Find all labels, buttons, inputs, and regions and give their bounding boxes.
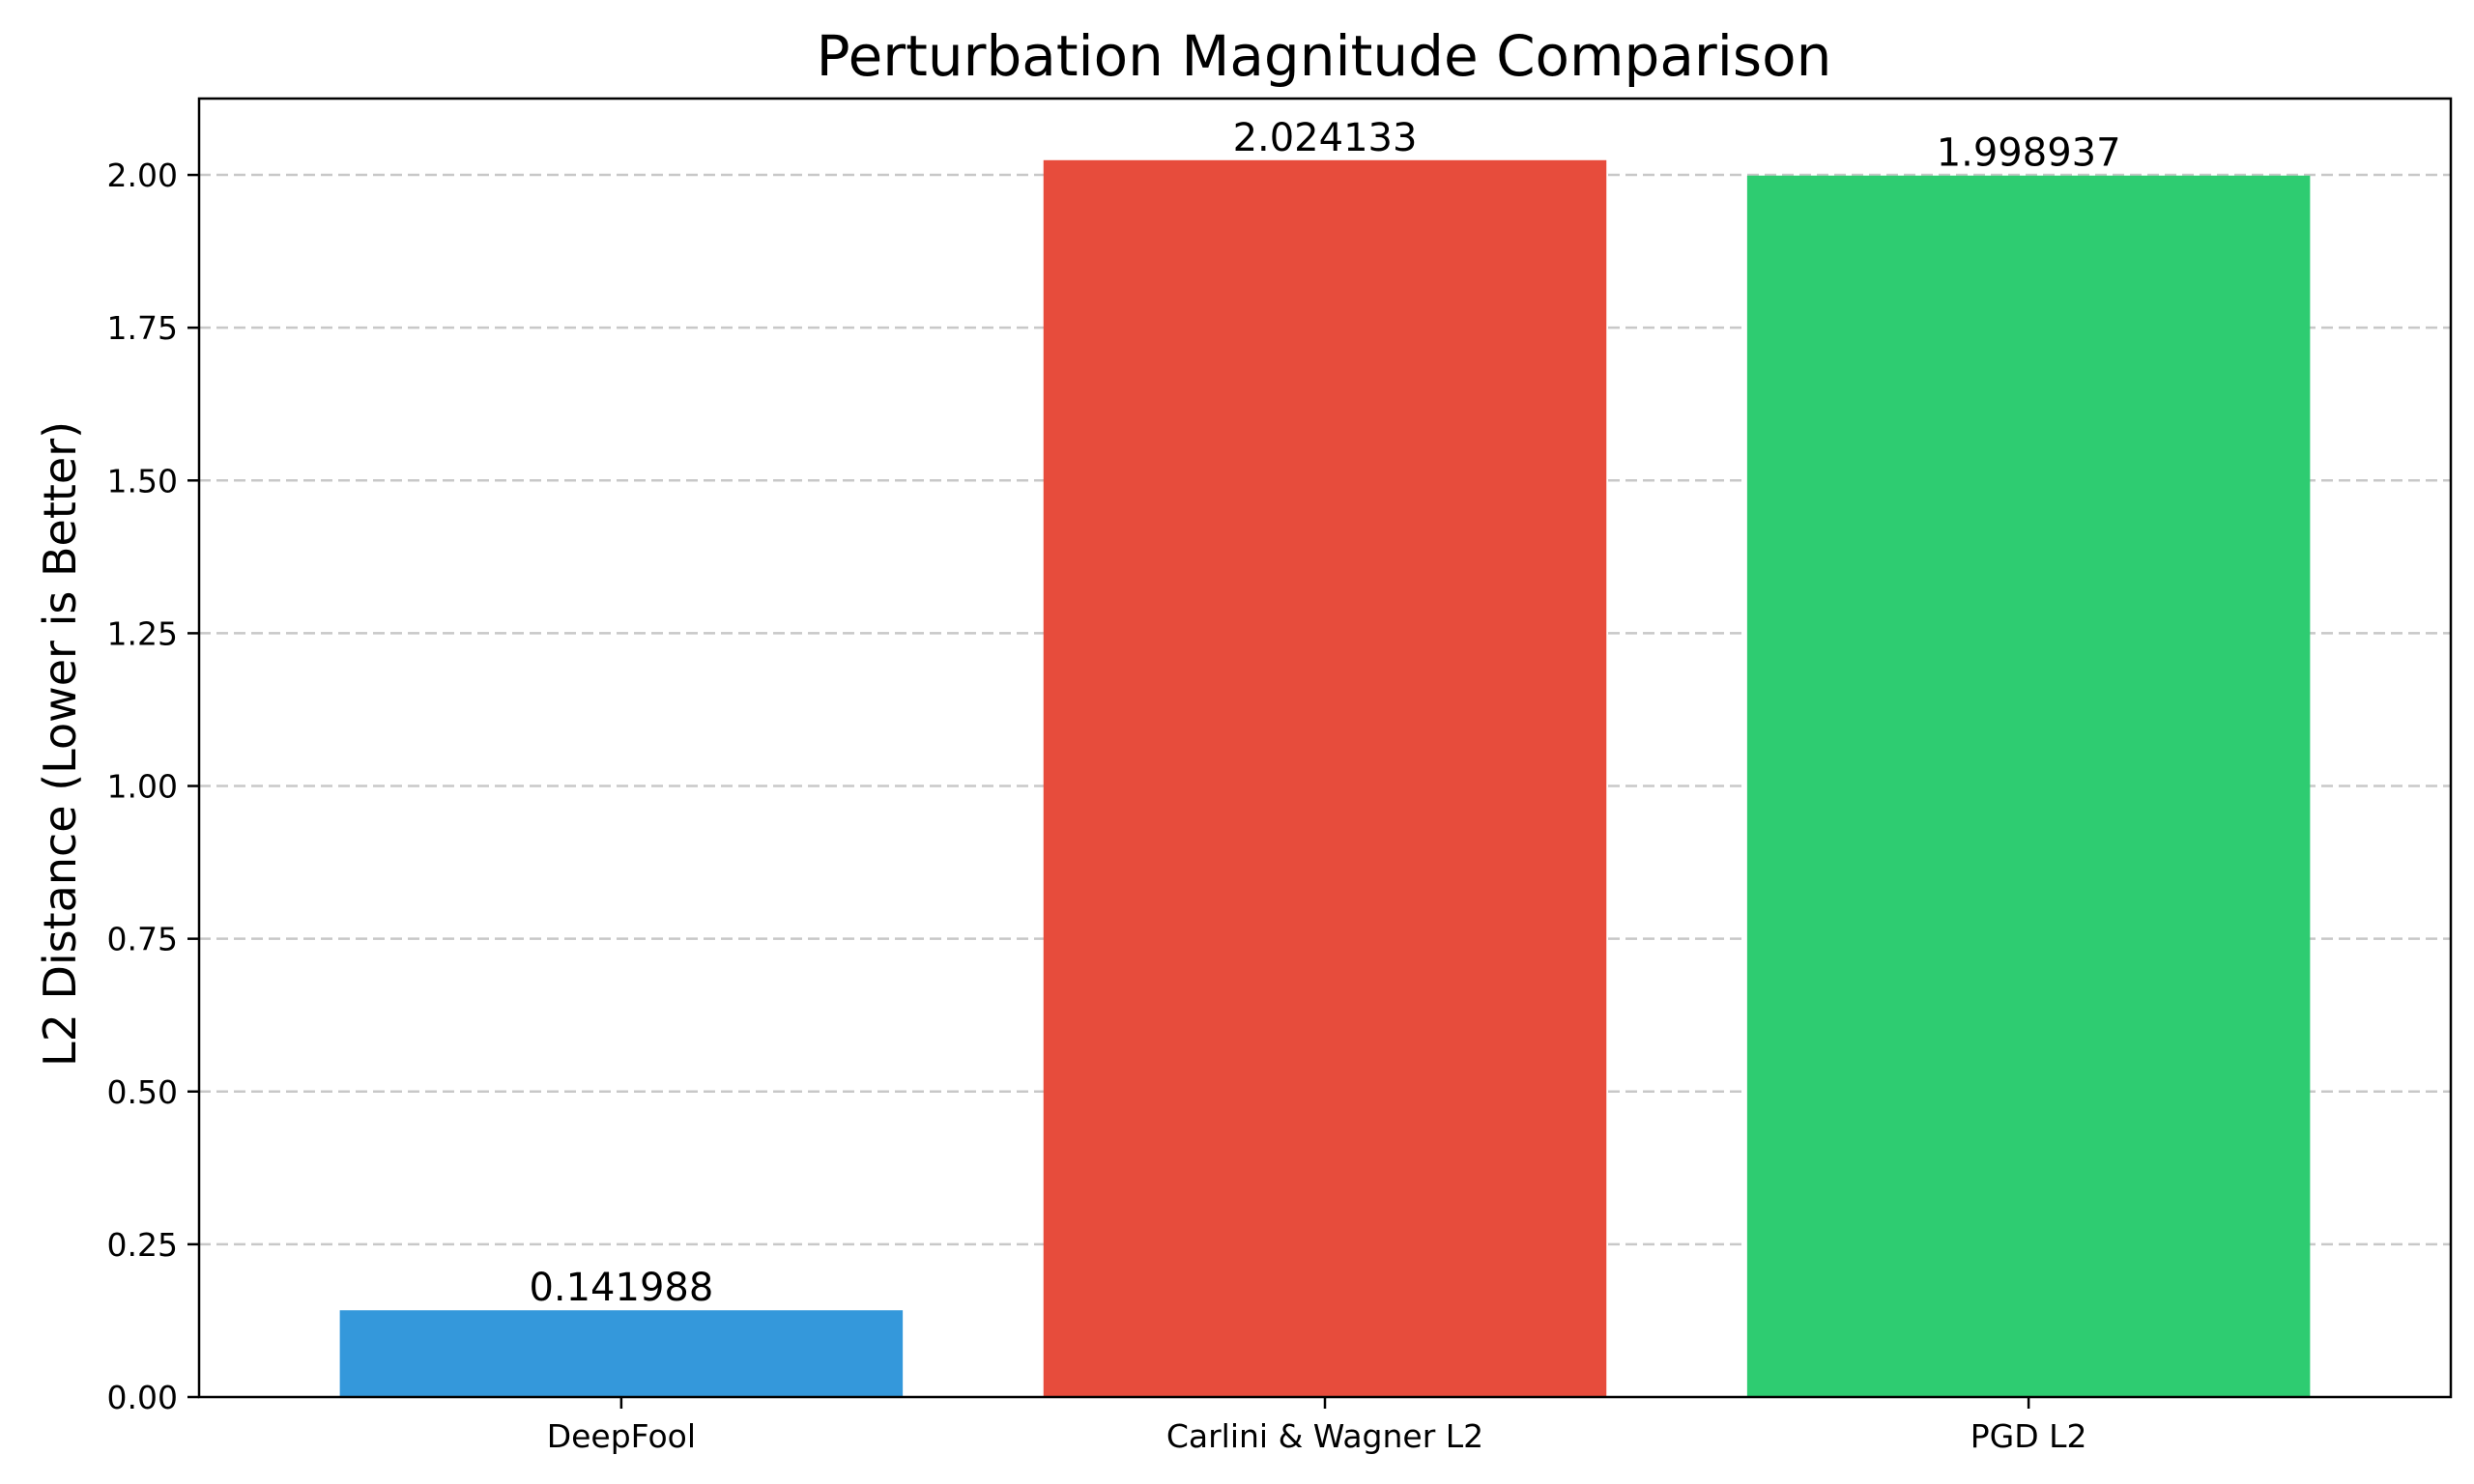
bar-value-label: 0.141988 <box>529 1266 713 1310</box>
y-tick-label: 0.25 <box>107 1226 178 1264</box>
x-axis-ticks: DeepFool Carlini & Wagner L2 PGD L2 <box>547 1397 2087 1455</box>
bar-2 <box>1043 159 1607 1397</box>
bar-value-label: 1.998937 <box>1937 131 2121 176</box>
plot-frame <box>197 97 2453 1399</box>
bar-3 <box>1746 175 2311 1397</box>
x-tick-label: DeepFool <box>547 1417 696 1455</box>
y-axis-ticks: 0.00 0.25 0.50 0.75 1.00 1.25 1.50 1.75 2.00 <box>107 157 199 1416</box>
x-tick-label: Carlini & Wagner L2 <box>1166 1417 1483 1455</box>
bar-value-labels: 0.141988 2.024133 1.998937 <box>529 116 2120 1310</box>
grid-lines <box>199 173 2451 1246</box>
y-tick-label: 1.50 <box>107 462 178 499</box>
bar-1 <box>339 1310 904 1397</box>
x-tick-label: PGD L2 <box>1971 1417 2087 1455</box>
y-tick-label: 2.00 <box>107 157 178 194</box>
y-tick-label: 0.75 <box>107 921 178 958</box>
y-tick-label: 1.00 <box>107 768 178 806</box>
y-tick-label: 0.50 <box>107 1073 178 1111</box>
y-tick-label: 1.25 <box>107 614 178 652</box>
y-axis-label: L2 Distance (Lower is Better) <box>34 421 86 1067</box>
bar-value-label: 2.024133 <box>1233 116 1418 160</box>
bars <box>339 159 2311 1397</box>
chart-title: Perturbation Magnitude Comparison <box>817 23 1832 89</box>
y-tick-label: 0.00 <box>107 1379 178 1416</box>
y-tick-label: 1.75 <box>107 309 178 347</box>
